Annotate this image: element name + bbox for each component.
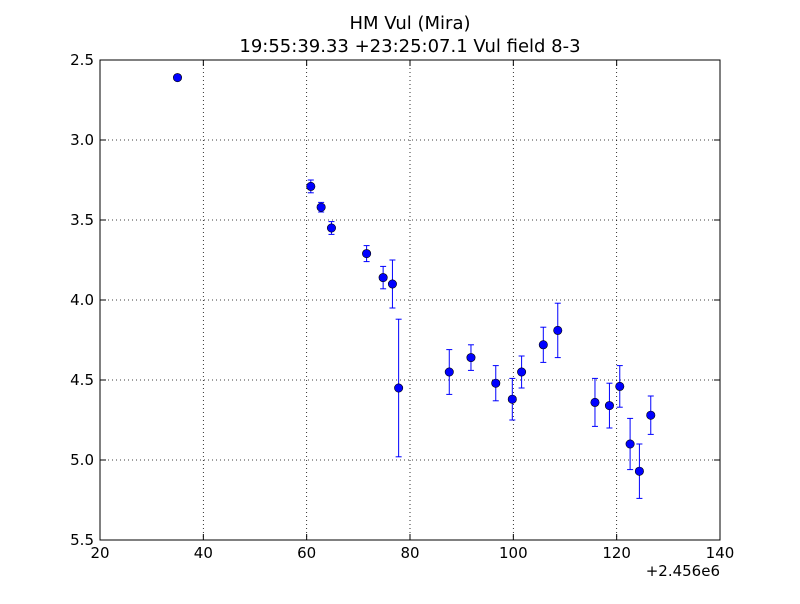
data-point: [604, 401, 614, 411]
data-layer: [173, 73, 656, 499]
data-point: [491, 378, 501, 388]
data-point: [507, 394, 517, 404]
x-tick-label: 100: [499, 544, 528, 562]
data-point: [394, 383, 404, 393]
data-point: [517, 367, 527, 377]
data-point: [634, 466, 644, 476]
y-tick-label: 4.5: [70, 371, 94, 389]
data-point: [646, 410, 656, 420]
x-tick-label: 40: [194, 544, 213, 562]
y-tick-label: 4.0: [70, 291, 94, 309]
data-point: [387, 279, 397, 289]
y-tick-label: 2.5: [70, 51, 94, 69]
grid-layer: [100, 60, 720, 540]
chart-title: HM Vul (Mira): [349, 13, 470, 34]
data-point: [553, 325, 563, 335]
data-point: [615, 381, 625, 391]
data-point: [444, 367, 454, 377]
x-tick-label: 20: [90, 544, 109, 562]
y-tick-label: 3.0: [70, 131, 94, 149]
data-point: [466, 353, 476, 363]
tick-layer: 20 40 60 80 100 120 140 2.5 3.0 3.5 4.0 4.5 5.0 5.5: [70, 51, 734, 562]
data-point: [362, 249, 372, 259]
x-tick-label: 120: [602, 544, 631, 562]
y-tick-label: 5.5: [70, 531, 94, 549]
chart-subtitle: 19:55:39.33 +23:25:07.1 Vul field 8-3: [239, 36, 580, 57]
x-tick-label: 60: [297, 544, 316, 562]
data-point: [538, 340, 548, 350]
x-axis-offset-label: +2.456e6: [646, 562, 720, 580]
x-tick-label: 80: [400, 544, 419, 562]
x-tick-label: 140: [706, 544, 735, 562]
y-tick-label: 5.0: [70, 451, 94, 469]
data-point: [173, 73, 183, 83]
data-point: [316, 202, 326, 212]
data-point: [625, 439, 635, 449]
data-point: [590, 397, 600, 407]
y-tick-label: 3.5: [70, 211, 94, 229]
data-point: [326, 223, 336, 233]
data-point: [306, 181, 316, 191]
data-point: [378, 273, 388, 283]
